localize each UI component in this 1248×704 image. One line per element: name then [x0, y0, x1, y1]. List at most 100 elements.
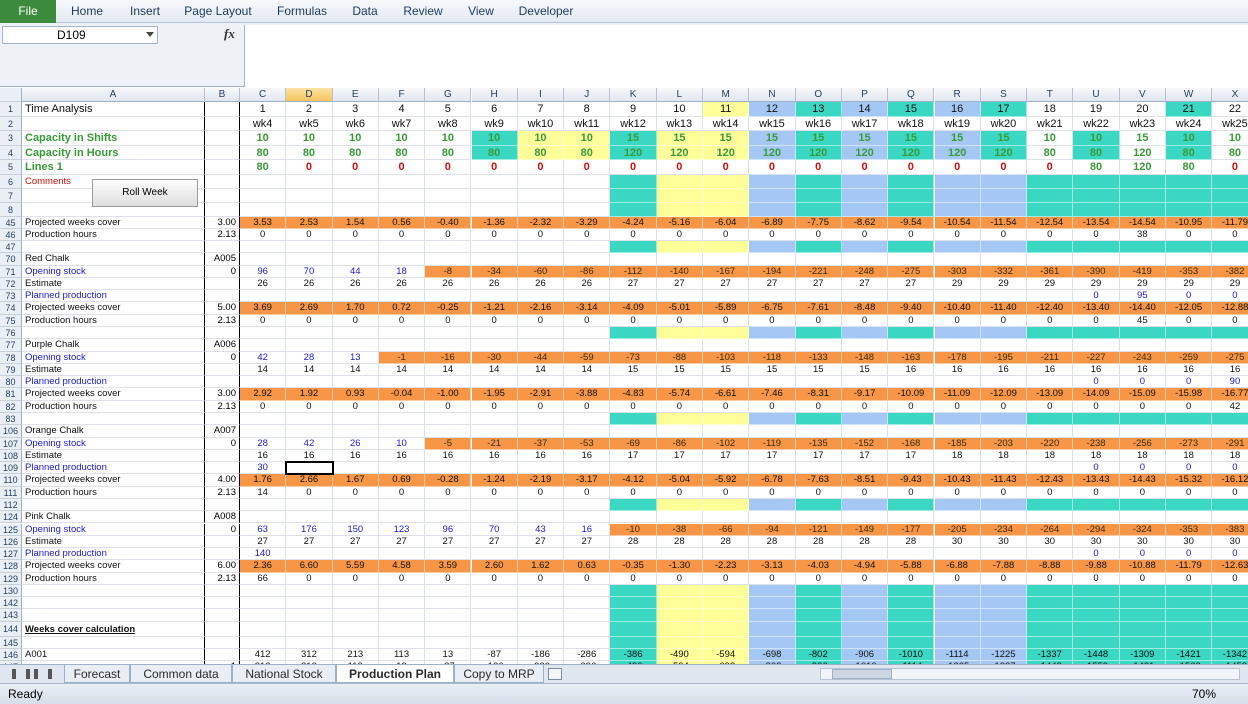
cell[interactable] [841, 498, 889, 512]
ribbon-tab[interactable]: Data [352, 4, 378, 18]
cell[interactable] [841, 376, 889, 389]
cell[interactable] [240, 498, 287, 512]
cell[interactable] [378, 511, 426, 524]
cell[interactable]: -238 [1073, 437, 1120, 450]
cell[interactable]: 42 [286, 437, 333, 450]
cell[interactable] [1073, 636, 1120, 649]
cell[interactable]: 63 [240, 523, 287, 536]
cell[interactable] [332, 511, 379, 524]
cell[interactable]: Projected weeks cover [22, 560, 205, 573]
row-header[interactable]: 77 [0, 339, 22, 352]
cell[interactable] [471, 609, 518, 622]
cell[interactable] [1027, 498, 1074, 512]
cell[interactable] [841, 174, 889, 189]
cell[interactable]: 113 [333, 661, 379, 664]
cell[interactable]: 15 [610, 363, 657, 377]
cell[interactable]: -194 [749, 265, 796, 278]
cell[interactable] [1212, 597, 1248, 610]
cell[interactable] [1073, 188, 1120, 203]
cell[interactable] [1073, 498, 1120, 512]
cell[interactable] [841, 584, 889, 598]
cell[interactable]: -8.31 [795, 388, 842, 401]
cell[interactable]: 16 [1166, 363, 1213, 377]
cell[interactable]: -1342 [1212, 649, 1248, 662]
cell[interactable] [888, 339, 935, 352]
cell[interactable]: 27 [656, 277, 703, 291]
cell[interactable]: 16 [332, 449, 379, 463]
column-header[interactable]: O [795, 88, 842, 102]
cell[interactable]: -15.32 [1166, 474, 1213, 487]
cell[interactable] [888, 253, 935, 266]
cell[interactable]: 0 [934, 400, 981, 413]
cell[interactable] [934, 621, 981, 637]
cell[interactable]: 0 [1119, 400, 1166, 413]
cell[interactable] [610, 498, 657, 512]
cell[interactable]: 0 [1027, 160, 1074, 175]
cell[interactable]: -386 [564, 661, 611, 664]
cell[interactable] [1027, 548, 1074, 561]
column-header[interactable]: R [934, 88, 981, 102]
cell[interactable] [1166, 339, 1213, 352]
cell[interactable]: -275 [1212, 351, 1248, 364]
cell[interactable] [795, 609, 842, 622]
cell[interactable] [564, 241, 611, 254]
cell[interactable] [1027, 636, 1074, 649]
column-header[interactable]: T [1027, 88, 1074, 102]
cell[interactable]: 18 [378, 265, 426, 278]
cell[interactable]: 15 [1119, 131, 1166, 146]
cell[interactable]: 26 [332, 437, 379, 450]
cell[interactable] [205, 188, 240, 203]
cell[interactable]: -7.46 [749, 388, 796, 401]
cell[interactable] [205, 290, 240, 303]
cell[interactable]: -103 [703, 351, 750, 364]
cell[interactable]: 0 [517, 160, 565, 175]
cell[interactable]: 13 [425, 649, 472, 662]
cell[interactable] [980, 462, 1028, 475]
column-header[interactable]: G [425, 88, 472, 102]
cell[interactable] [656, 174, 703, 189]
cell[interactable] [286, 584, 333, 598]
cell[interactable] [749, 621, 796, 637]
cell[interactable]: Red Chalk [22, 253, 205, 266]
cell[interactable] [888, 412, 935, 426]
cell[interactable]: wk25 [1212, 117, 1248, 131]
cell[interactable]: 29 [1073, 277, 1120, 291]
cell[interactable]: A001 [22, 649, 205, 662]
cell[interactable] [888, 241, 935, 254]
cell[interactable]: -177 [888, 523, 935, 536]
cell[interactable]: -291 [1212, 437, 1248, 450]
cell[interactable]: 0 [749, 160, 796, 175]
cell[interactable]: 17 [749, 449, 796, 463]
cell[interactable]: wk6 [332, 116, 379, 131]
cell[interactable]: 3.59 [425, 560, 472, 573]
cell[interactable]: 95 [1119, 290, 1166, 303]
cell[interactable]: Production hours [22, 400, 205, 413]
cell[interactable] [471, 498, 518, 512]
cell[interactable] [795, 621, 842, 637]
cell[interactable]: 0 [656, 486, 703, 499]
cell[interactable] [795, 462, 842, 475]
cell[interactable] [205, 412, 240, 426]
cell[interactable] [1212, 498, 1248, 512]
cell[interactable]: 16 [888, 363, 935, 377]
cell[interactable] [564, 412, 611, 426]
cell[interactable] [888, 462, 935, 475]
cell[interactable]: 0 [517, 228, 565, 242]
cell[interactable]: 213 [286, 661, 333, 664]
cell[interactable]: 0 [888, 572, 935, 585]
cell[interactable]: -1448 [1027, 661, 1074, 664]
cell[interactable] [749, 548, 796, 561]
cell[interactable] [656, 376, 703, 389]
row-header[interactable]: 45 [0, 216, 22, 229]
cell[interactable] [656, 621, 703, 637]
tab-scroll-button[interactable] [34, 669, 44, 679]
cell[interactable]: -9.43 [888, 474, 935, 487]
cell[interactable] [934, 290, 981, 303]
cell[interactable]: -5.04 [656, 474, 703, 487]
cell[interactable]: 0 [205, 265, 240, 278]
cell[interactable] [1119, 636, 1166, 649]
cell[interactable]: 15 [841, 131, 889, 146]
cell[interactable] [425, 253, 472, 266]
cell[interactable]: 10 [471, 131, 518, 146]
row-header[interactable]: 147 [0, 661, 22, 664]
